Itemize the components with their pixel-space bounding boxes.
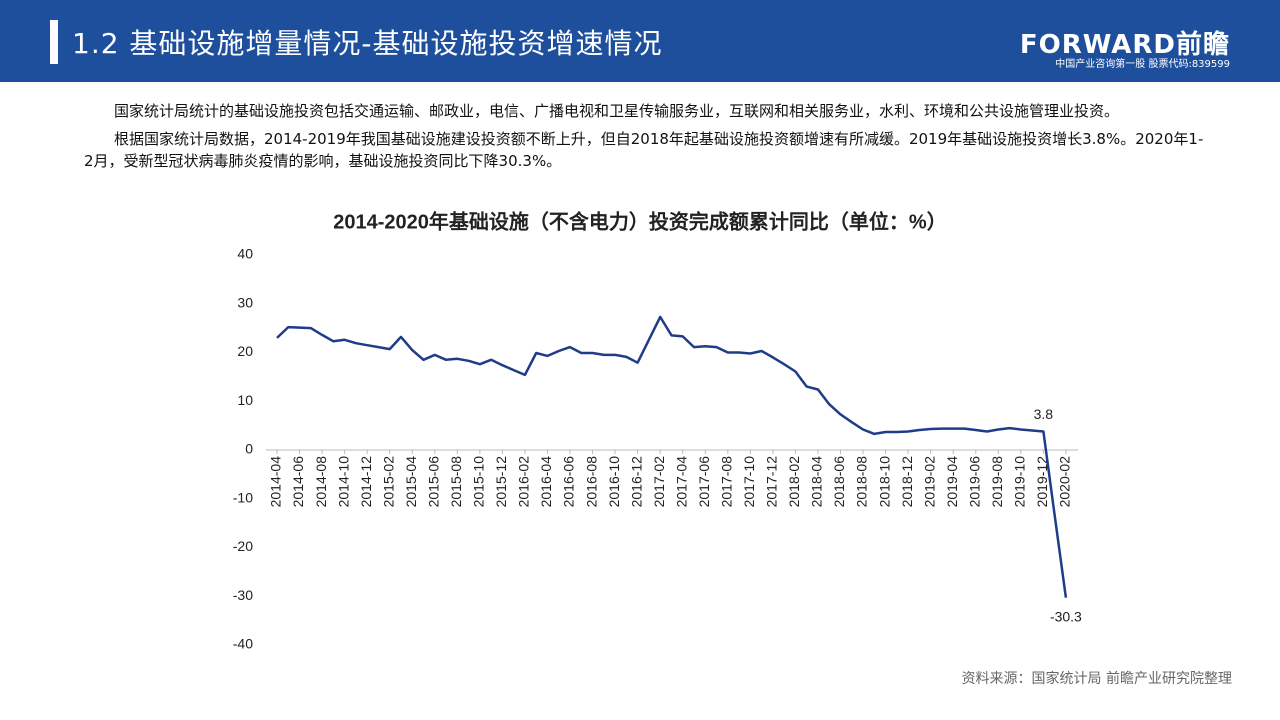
x-tick-label: 2016-10 (606, 456, 622, 508)
data-label: -30.3 (1050, 608, 1082, 624)
x-tick-label: 2016-12 (628, 456, 644, 508)
x-tick-label: 2016-02 (516, 456, 532, 508)
x-tick-label: 2018-04 (809, 456, 825, 508)
x-tick-label: 2019-10 (1012, 456, 1028, 508)
x-tick-label: 2014-06 (290, 456, 306, 508)
paragraph: 国家统计局统计的基础设施投资包括交通运输、邮政业，电信、广播电视和卫星传输服务业… (114, 102, 1120, 120)
y-tick-label: 0 (245, 441, 253, 457)
y-tick-label: -10 (233, 489, 253, 505)
x-tick-label: 2015-12 (493, 456, 509, 508)
source-note: 资料来源：国家统计局 前瞻产业研究院整理 (961, 671, 1232, 687)
x-tick-label: 2017-04 (673, 456, 689, 508)
x-tick-label: 2015-10 (471, 456, 487, 508)
x-tick-label: 2014-08 (313, 456, 329, 508)
chart-title: 2014-2020年基础设施（不含电力）投资完成额累计同比（单位：%） (333, 209, 946, 233)
intro-text: 国家统计局统计的基础设施投资包括交通运输、邮政业，电信、广播电视和卫星传输服务业… (84, 100, 1204, 178)
x-tick-label: 2015-08 (448, 456, 464, 508)
x-tick-label: 2019-04 (944, 456, 960, 508)
data-line (276, 315, 1068, 598)
x-tick-label: 2017-02 (651, 456, 667, 508)
y-tick-label: -20 (233, 538, 253, 554)
x-tick-label: 2018-10 (876, 456, 892, 508)
y-tick-label: -40 (233, 636, 253, 652)
y-tick-label: 40 (237, 246, 253, 262)
x-tick-label: 2018-12 (899, 456, 915, 508)
x-tick-label: 2015-06 (425, 456, 441, 508)
x-tick-label: 2016-04 (538, 456, 554, 508)
x-tick-label: 2019-08 (989, 456, 1005, 508)
x-tick-label: 2018-08 (854, 456, 870, 508)
header-accent (50, 20, 58, 64)
x-tick-label: 2018-02 (786, 456, 802, 508)
y-tick-label: 10 (237, 392, 253, 408)
y-tick-label: 30 (237, 294, 253, 310)
x-tick-label: 2015-04 (403, 456, 419, 508)
x-tick-label: 2019-12 (1034, 456, 1050, 508)
x-tick-label: 2017-10 (741, 456, 757, 508)
x-tick-label: 2014-04 (268, 456, 284, 508)
header-bar: 1.2 基础设施增量情况-基础设施投资增速情况 FORWARD前瞻 中国产业咨询… (0, 0, 1280, 82)
x-tick-label: 2014-12 (358, 456, 374, 508)
logo-slogan: 中国产业咨询第一股 股票代码:839599 (1055, 59, 1230, 70)
x-tick-label: 2015-02 (380, 456, 396, 508)
logo: FORWARD前瞻 (1019, 30, 1230, 60)
header-title: 1.2 基础设施增量情况-基础设施投资增速情况 (72, 27, 663, 60)
x-tick-label: 2019-06 (966, 456, 982, 508)
x-tick-label: 2019-02 (921, 456, 937, 508)
x-tick-label: 2016-06 (561, 456, 577, 508)
x-tick-label: 2017-08 (719, 456, 735, 508)
x-tick-label: 2018-06 (831, 456, 847, 508)
x-tick-label: 2014-10 (335, 456, 351, 508)
x-tick-label: 2020-02 (1057, 456, 1073, 508)
x-tick-label: 2017-06 (696, 456, 712, 508)
y-tick-label: -30 (233, 587, 253, 603)
y-tick-label: 20 (237, 343, 253, 359)
x-tick-label: 2016-08 (583, 456, 599, 508)
paragraph: 根据国家统计局数据，2014-2019年我国基础设施建设投资额不断上升，但自20… (84, 130, 1204, 170)
data-label: 3.8 (1034, 406, 1054, 422)
x-tick-label: 2017-12 (764, 456, 780, 508)
